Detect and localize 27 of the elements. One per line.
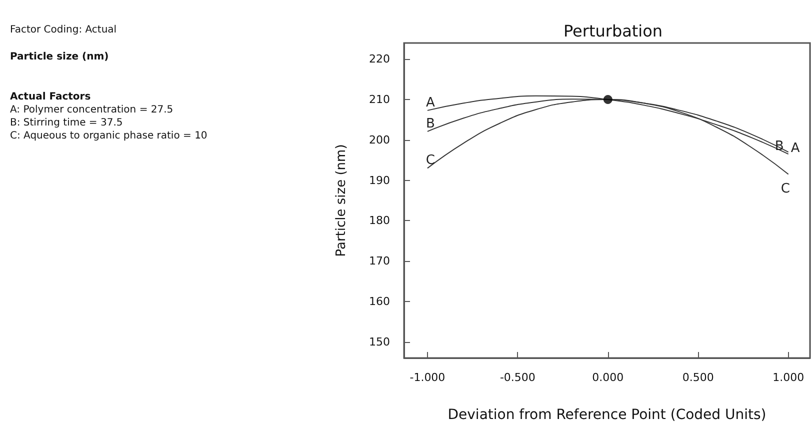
y-axis-title: Particle size (nm) — [334, 144, 349, 257]
text: B: Stirring time = 37.5 — [10, 118, 123, 128]
x-tick-label: 0.500 — [682, 371, 714, 384]
series-label: A — [426, 95, 436, 110]
text: C: Aqueous to organic phase ratio = 10 — [10, 130, 208, 142]
x-axis-title: Deviation from Reference Point (Coded Units) — [448, 407, 766, 423]
y-tick-label: 160 — [369, 294, 390, 308]
y-tick-label: 150 — [369, 335, 390, 348]
text: Factor Coding: Actual — [10, 24, 117, 36]
x-tick-label: -0.500 — [500, 371, 536, 384]
y-tick-label: 170 — [369, 254, 390, 268]
series-label: C — [426, 153, 435, 168]
y-tick-label: 210 — [369, 93, 390, 106]
x-tick-label: -1.000 — [410, 371, 446, 384]
y-tick-label: 200 — [369, 133, 390, 146]
chart-title: Perturbation — [563, 22, 663, 40]
text: A: Polymer concentration = 27.5 — [10, 104, 174, 116]
x-tick-label: 0.000 — [592, 371, 624, 384]
y-tick-label: 180 — [369, 214, 390, 228]
text: A — [790, 141, 800, 156]
x-tick-label: 1.000 — [772, 371, 804, 384]
text: Actual Factors — [10, 92, 91, 102]
text: Particle size (nm) — [10, 52, 109, 62]
text: C — [780, 181, 790, 196]
text: B — [426, 116, 435, 132]
y-tick-label: 220 — [369, 52, 390, 66]
y-tick-label: 190 — [369, 174, 390, 187]
